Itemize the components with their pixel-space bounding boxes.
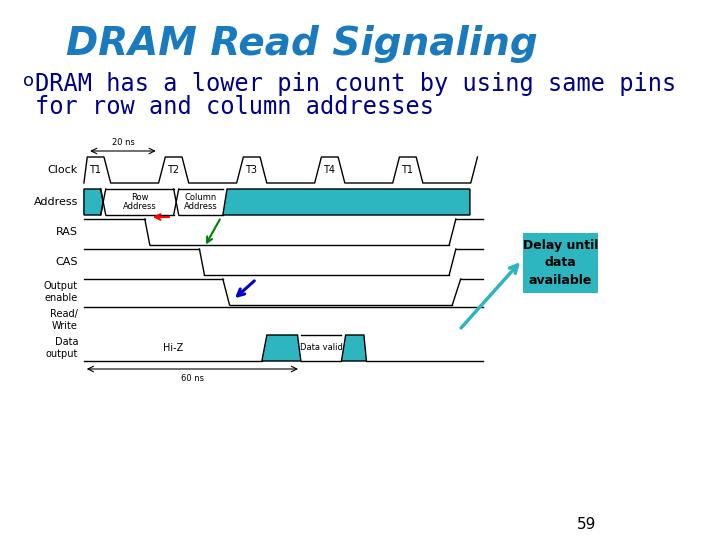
Text: for row and column addresses: for row and column addresses [35, 95, 434, 119]
Text: Column
Address: Column Address [184, 193, 217, 211]
Text: Data valid: Data valid [300, 343, 343, 353]
Polygon shape [341, 335, 366, 361]
Text: Read/
Write: Read/ Write [50, 309, 78, 331]
Text: 20 ns: 20 ns [112, 138, 135, 147]
Text: T4: T4 [323, 165, 335, 175]
Text: Hi-Z: Hi-Z [163, 343, 183, 353]
Text: Delay until
data
available: Delay until data available [523, 239, 598, 287]
Text: RAS: RAS [56, 227, 78, 237]
FancyBboxPatch shape [523, 233, 598, 293]
Text: T1: T1 [89, 165, 101, 175]
Text: Output
enable: Output enable [44, 281, 78, 303]
Text: Address: Address [34, 197, 78, 207]
Text: Row
Address: Row Address [123, 193, 156, 211]
Text: 59: 59 [577, 517, 596, 532]
Text: CAS: CAS [55, 257, 78, 267]
Text: T3: T3 [245, 165, 257, 175]
Polygon shape [222, 189, 470, 215]
Text: T2: T2 [167, 165, 179, 175]
Text: o: o [24, 72, 35, 90]
Text: 60 ns: 60 ns [181, 374, 204, 383]
Polygon shape [84, 189, 103, 215]
Text: DRAM Read Signaling: DRAM Read Signaling [66, 25, 538, 63]
Text: T1: T1 [401, 165, 413, 175]
Polygon shape [262, 335, 301, 361]
Text: DRAM has a lower pin count by using same pins: DRAM has a lower pin count by using same… [35, 72, 677, 96]
Text: Clock: Clock [48, 165, 78, 175]
Text: Data
output: Data output [45, 337, 78, 359]
